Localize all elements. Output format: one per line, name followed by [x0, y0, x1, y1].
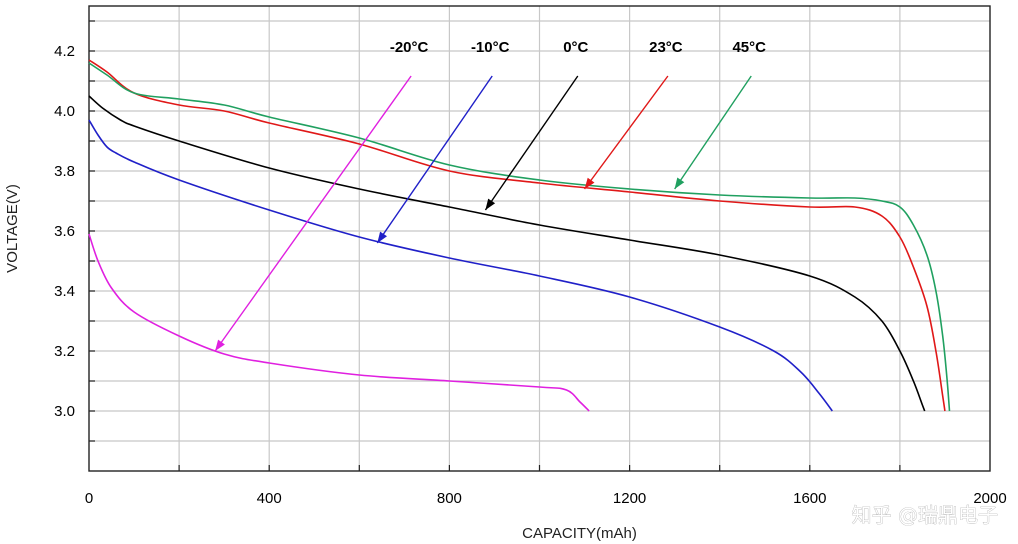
y-tick-label: 4.2 [54, 43, 75, 60]
series-label: -20°C [390, 39, 429, 56]
tick-labels: 0 400 800 1200 1600 2000 3.0 3.2 3.4 3.6 3.8 4.0 4.2 [54, 43, 1007, 507]
x-tick-label: 1600 [793, 490, 826, 507]
series-label: 23°C [649, 39, 683, 56]
series-line [88, 59, 946, 412]
x-tick-label: 1200 [613, 490, 646, 507]
x-tick-label: 800 [437, 490, 462, 507]
series-line [88, 119, 833, 412]
x-tick-label: 2000 [973, 490, 1006, 507]
series-label: 0°C [563, 39, 588, 56]
y-axis-title: VOLTAGE(V) [4, 184, 21, 273]
annotation-arrow-line [674, 75, 752, 190]
y-tick-label: 3.0 [54, 403, 75, 420]
annotation-arrow-head [584, 177, 595, 189]
annotation-arrow-line [583, 75, 669, 190]
x-axis-title: CAPACITY(mAh) [522, 525, 637, 542]
series-label: -10°C [471, 39, 510, 56]
series-label: 45°C [732, 39, 766, 56]
series-line [88, 233, 590, 412]
series-annotations: -20°C -10°C 0°C 23°C 45°C [214, 39, 766, 352]
watermark-text: 知乎 @瑞鼎电子 [852, 503, 998, 527]
annotation-arrow-line [376, 75, 493, 244]
annotation-arrow-line [214, 75, 412, 352]
annotation-arrow-head [485, 198, 496, 210]
annotation-arrow-line [484, 75, 579, 211]
series-lines [88, 59, 951, 412]
y-tick-label: 4.0 [54, 103, 75, 120]
axis-titles: CAPACITY(mAh) VOLTAGE(V) [4, 184, 637, 542]
y-tick-label: 3.2 [54, 343, 75, 360]
series-line [88, 95, 926, 412]
y-tick-label: 3.6 [54, 223, 75, 240]
y-tick-label: 3.4 [54, 283, 75, 300]
annotation-arrow-head [377, 231, 387, 243]
grid [89, 6, 990, 471]
annotation-arrow-head [674, 177, 685, 189]
series-line [88, 62, 951, 412]
x-tick-label: 0 [85, 490, 93, 507]
x-tick-label: 400 [257, 490, 282, 507]
annotation-arrow-head [215, 339, 225, 351]
axes [88, 5, 991, 472]
y-tick-label: 3.8 [54, 163, 75, 180]
